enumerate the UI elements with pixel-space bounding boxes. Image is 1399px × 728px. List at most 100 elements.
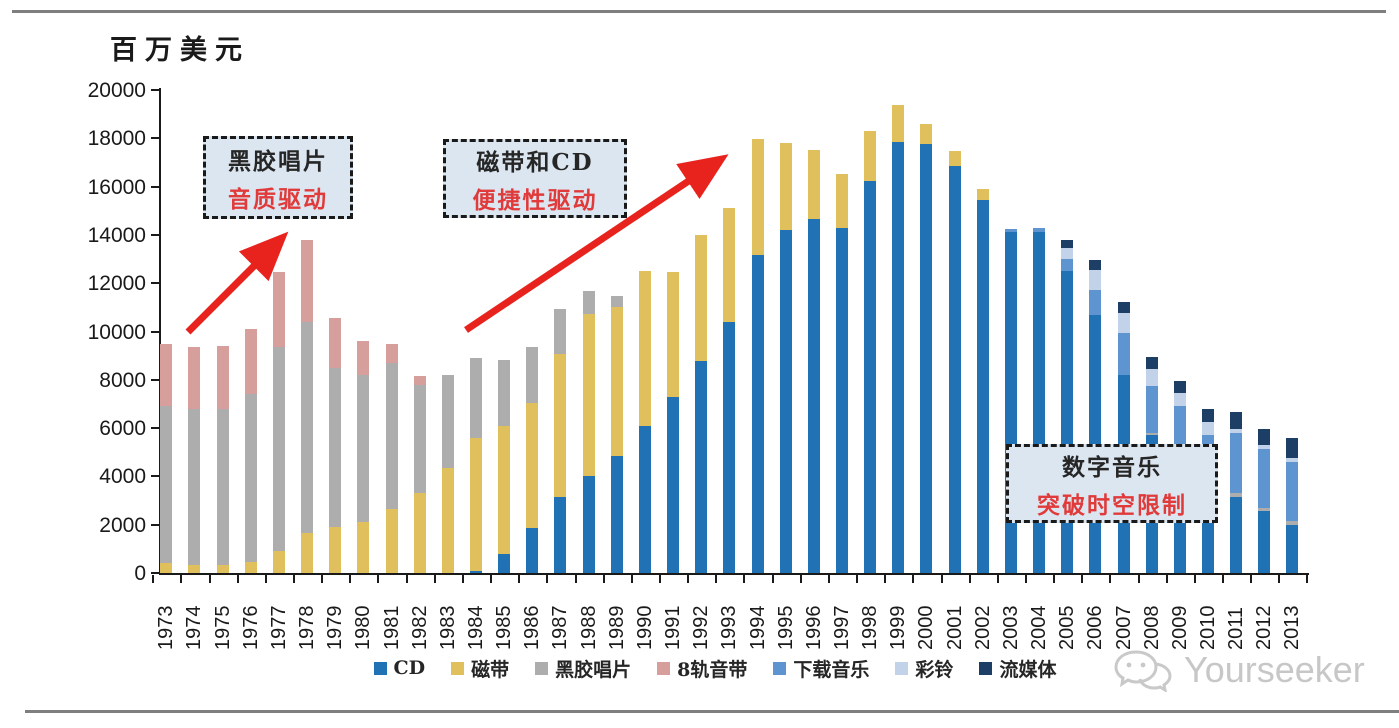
bar-segment-2012-流媒体 xyxy=(1258,429,1271,445)
x-axis-tick xyxy=(1109,575,1112,583)
x-axis-tick xyxy=(1278,575,1281,583)
y-axis-tick-label: 4000 xyxy=(99,465,146,489)
bar-segment-2003-下载音乐 xyxy=(1004,228,1017,233)
bar-segment-1973-黑胶唱片 xyxy=(160,406,173,564)
bar-segment-2007-彩铃 xyxy=(1117,313,1130,334)
bar-segment-1989-CD xyxy=(610,456,623,573)
x-axis-tick xyxy=(433,575,436,583)
bar-segment-2005-彩铃 xyxy=(1061,248,1074,260)
x-axis-tick xyxy=(1165,575,1168,583)
x-axis-tick xyxy=(1306,575,1309,583)
bar-segment-2006-下载音乐 xyxy=(1089,290,1102,315)
x-axis-tick xyxy=(461,575,464,583)
x-axis-label-1986: 1986 xyxy=(521,605,544,651)
legend-label: 流媒体 xyxy=(999,658,1057,681)
y-axis-tick-label: 8000 xyxy=(99,368,146,392)
x-axis-label-1990: 1990 xyxy=(633,605,656,651)
bar-segment-2009-流媒体 xyxy=(1173,381,1186,394)
legend-swatch xyxy=(773,661,787,675)
x-axis-tick xyxy=(377,575,380,583)
bar-segment-2012-CD xyxy=(1258,511,1271,573)
bar-segment-2006-流媒体 xyxy=(1089,260,1102,270)
x-axis-tick xyxy=(1193,575,1196,583)
y-axis-tick-label: 12000 xyxy=(87,272,146,296)
y-axis-tick xyxy=(151,330,160,333)
bar-segment-1980-黑胶唱片 xyxy=(357,375,370,523)
x-axis-line xyxy=(159,573,1309,575)
x-axis-label-1983: 1983 xyxy=(436,605,459,651)
legend-swatch xyxy=(979,661,993,675)
x-axis-label-1994: 1994 xyxy=(746,605,769,651)
x-axis-tick xyxy=(321,575,324,583)
bar-segment-1999-CD xyxy=(892,142,905,573)
bar-segment-2008-黑胶唱片 xyxy=(1145,432,1158,436)
bar-segment-2008-下载音乐 xyxy=(1145,385,1158,433)
legend-item-CD: CD xyxy=(373,657,425,679)
bar-segment-2000-磁带 xyxy=(920,123,933,145)
x-axis-tick xyxy=(1081,575,1084,583)
y-axis-tick xyxy=(151,185,160,188)
x-axis-label-2008: 2008 xyxy=(1140,605,1163,651)
legend: CD 磁带 黑胶唱片 8轨音带 下载音乐 彩铃 流媒体 xyxy=(320,654,1110,682)
legend-label: 彩铃 xyxy=(915,658,954,681)
legend-item-彩铃: 彩铃 xyxy=(895,655,953,682)
legend-item-黑胶唱片: 黑胶唱片 xyxy=(535,655,631,682)
watermark-text: Yourseeker xyxy=(1184,649,1365,690)
legend-swatch xyxy=(373,661,387,675)
x-axis-label-1975: 1975 xyxy=(211,605,234,651)
x-axis-label-1993: 1993 xyxy=(718,605,741,651)
x-axis-label-1974: 1974 xyxy=(183,605,206,651)
y-axis-line xyxy=(159,88,161,575)
x-axis-label-1992: 1992 xyxy=(690,605,713,651)
legend-item-磁带: 磁带 xyxy=(451,655,509,682)
x-axis-tick xyxy=(799,575,802,583)
x-axis-tick xyxy=(518,575,521,583)
bar-segment-1989-磁带 xyxy=(610,307,623,457)
y-axis-tick-label: 10000 xyxy=(87,320,146,344)
x-axis-label-1977: 1977 xyxy=(267,605,290,651)
x-axis-label-1998: 1998 xyxy=(859,605,882,651)
annotation-cassette-cd: 磁带和CD 便捷性驱动 xyxy=(443,139,627,218)
bar-segment-2005-CD xyxy=(1061,271,1074,573)
x-axis-label-2004: 2004 xyxy=(1028,605,1051,651)
legend-item-流媒体: 流媒体 xyxy=(979,655,1056,682)
bar-segment-1987-CD xyxy=(554,497,567,573)
bar-segment-1974-黑胶唱片 xyxy=(188,408,201,565)
x-axis-label-2007: 2007 xyxy=(1112,605,1135,651)
bar-segment-2005-流媒体 xyxy=(1061,239,1074,249)
bar-segment-1976-磁带 xyxy=(244,562,257,573)
x-axis-label-2009: 2009 xyxy=(1168,605,1191,651)
bar-segment-1997-CD xyxy=(835,227,848,573)
x-axis-tick xyxy=(630,575,633,583)
x-axis-label-1996: 1996 xyxy=(802,605,825,651)
bar-segment-2011-彩铃 xyxy=(1230,429,1243,433)
bar-segment-1979-8轨音带 xyxy=(329,318,342,368)
y-axis-tick xyxy=(151,233,160,236)
bar-segment-1976-8轨音带 xyxy=(244,329,257,395)
x-axis-tick xyxy=(912,575,915,583)
bar-segment-1992-磁带 xyxy=(695,234,708,362)
bar-segment-1999-磁带 xyxy=(892,105,905,143)
bar-segment-2012-黑胶唱片 xyxy=(1258,507,1271,512)
y-axis-tick-label: 18000 xyxy=(87,127,146,151)
bar-segment-1981-8轨音带 xyxy=(385,344,398,364)
x-axis-label-2006: 2006 xyxy=(1084,605,1107,651)
x-axis-label-1980: 1980 xyxy=(352,605,375,651)
bar-segment-1985-CD xyxy=(498,553,511,573)
bar-segment-2001-CD xyxy=(948,165,961,573)
x-axis-tick xyxy=(771,575,774,583)
bar-segment-1990-磁带 xyxy=(638,271,651,426)
y-axis-tick xyxy=(151,137,160,140)
bar-segment-1996-磁带 xyxy=(807,150,820,220)
bar-segment-1991-CD xyxy=(667,396,680,573)
bar-segment-1983-磁带 xyxy=(441,468,454,573)
bar-segment-1985-黑胶唱片 xyxy=(498,360,511,426)
x-axis-tick xyxy=(1250,575,1253,583)
y-axis-tick-label: 2000 xyxy=(99,513,146,537)
x-axis-label-2005: 2005 xyxy=(1056,605,1079,651)
y-axis-tick xyxy=(151,475,160,478)
x-axis-label-1984: 1984 xyxy=(464,605,487,651)
top-divider xyxy=(12,10,1386,13)
y-axis-tick-label: 14000 xyxy=(87,223,146,247)
